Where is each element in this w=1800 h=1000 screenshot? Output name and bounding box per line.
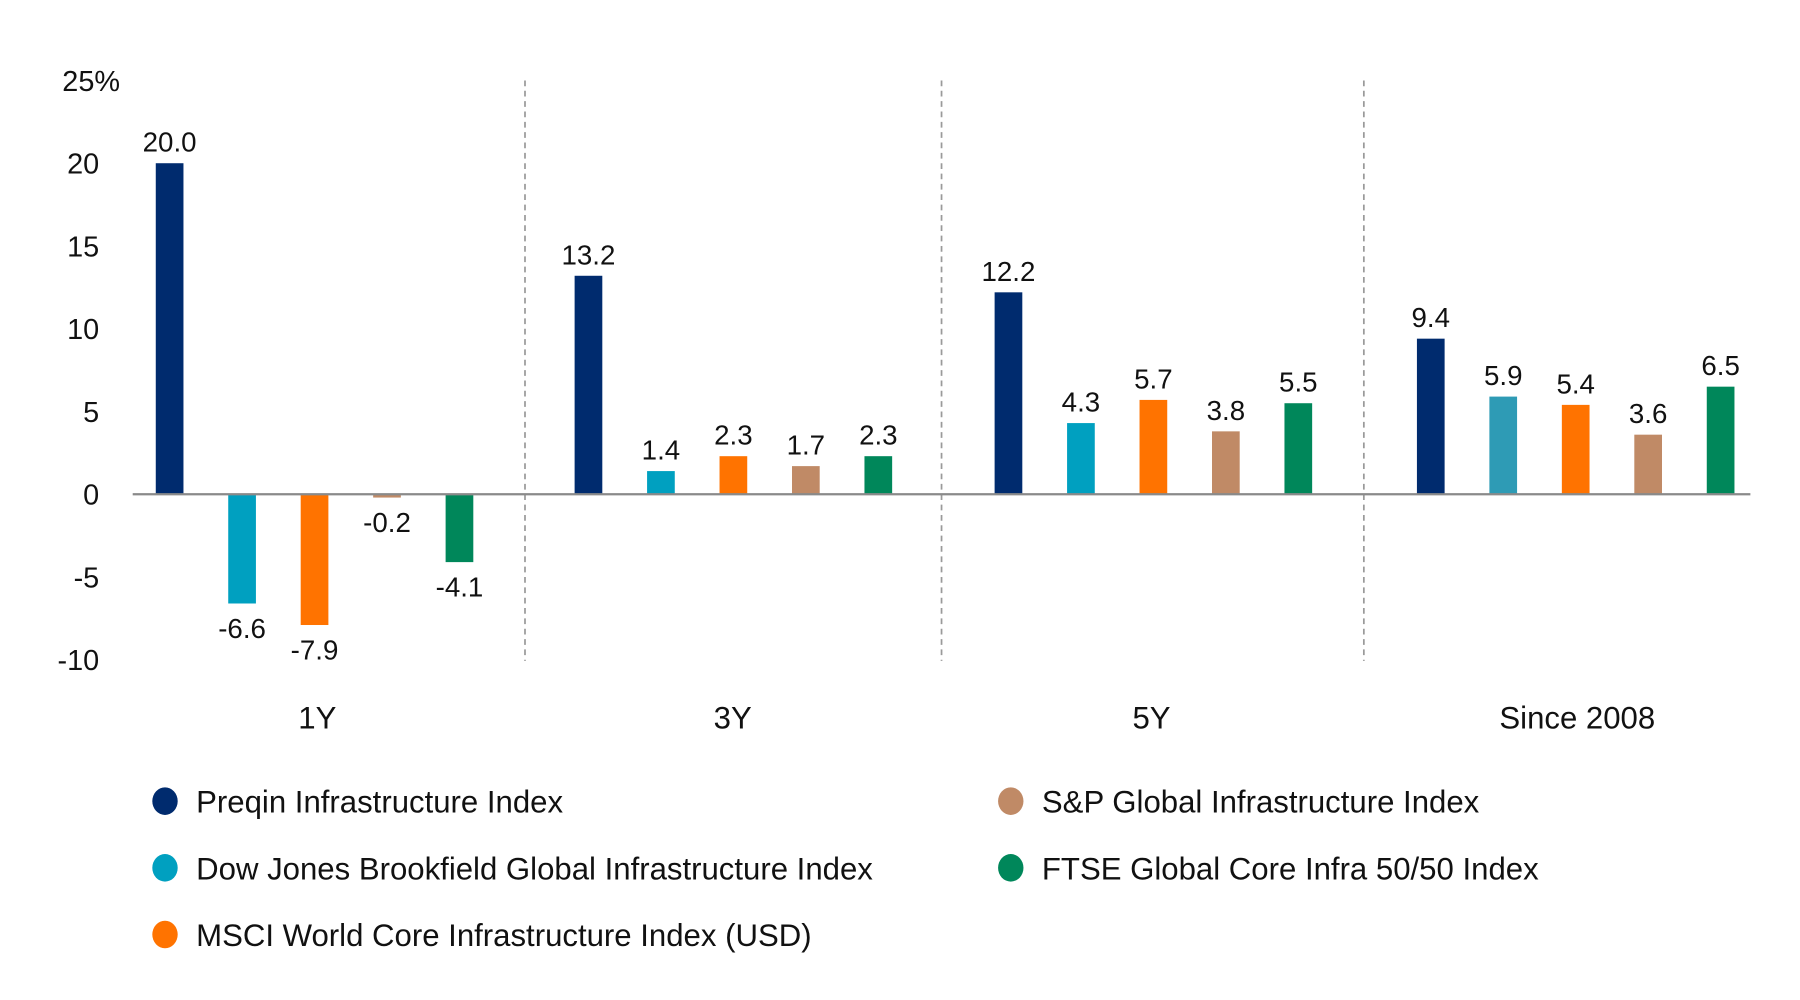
data-label: 12.2 <box>982 256 1036 287</box>
data-label: 13.2 <box>562 239 616 270</box>
data-label: 2.3 <box>859 420 897 451</box>
x-axis-categories: 1Y 3Y 5Y Since 2008 <box>298 701 1655 736</box>
bar-s-p-global-infrastructure-index-3y <box>792 466 820 495</box>
legend-label: Dow Jones Brookfield Global Infrastructu… <box>196 851 873 886</box>
bar-dow-jones-brookfield-global-infrastructure-index-1y <box>228 494 256 604</box>
bar-ftse-global-core-infra-50-50-index-5y <box>1284 403 1313 495</box>
bar-preqin-infrastructure-index-3y <box>574 275 603 495</box>
legend-swatch-icon <box>152 854 178 882</box>
bar-s-p-global-infrastructure-index-1y <box>373 494 401 498</box>
bars: 20.0 13.2 12.2 9.4 -6.6 1.4 4.3 5.9 -7.9 2.3 5.7 5.… <box>143 127 1740 666</box>
y-tick-label: 25% <box>62 66 120 98</box>
data-label: 5.4 <box>1556 368 1594 399</box>
bar-ftse-global-core-infra-50-50-index-since-2008 <box>1706 386 1735 495</box>
y-tick-label: 5 <box>83 397 99 429</box>
bar-preqin-infrastructure-index-since-2008 <box>1416 338 1445 495</box>
y-axis-ticks: 25% 20 15 10 5 0 -5 -10 <box>58 66 120 677</box>
bar-s-p-global-infrastructure-index-since-2008 <box>1634 434 1662 495</box>
data-label: 20.0 <box>143 127 197 158</box>
data-label: 6.5 <box>1701 350 1739 381</box>
legend-swatch-icon <box>998 787 1024 815</box>
x-category-label: 3Y <box>714 701 752 736</box>
bar-dow-jones-brookfield-global-infrastructure-index-5y <box>1067 423 1095 495</box>
data-label: 5.7 <box>1134 363 1172 394</box>
bar-dow-jones-brookfield-global-infrastructure-index-3y <box>647 471 675 495</box>
legend-item: S&P Global Infrastructure Index <box>998 785 1480 820</box>
bar-preqin-infrastructure-index-1y <box>155 163 184 495</box>
legend-item: MSCI World Core Infrastructure Index (US… <box>152 918 812 953</box>
x-category-label: 1Y <box>298 701 336 736</box>
legend: Preqin Infrastructure Index Dow Jones Bro… <box>152 785 1539 953</box>
data-label: 2.3 <box>714 420 752 451</box>
data-label: 3.8 <box>1207 395 1245 426</box>
bar-msci-world-core-infrastructure-index-usd--3y <box>719 456 748 495</box>
y-tick-label: 10 <box>67 314 99 346</box>
legend-swatch-icon <box>152 787 178 815</box>
bar-dow-jones-brookfield-global-infrastructure-index-since-2008 <box>1489 396 1518 495</box>
legend-label: MSCI World Core Infrastructure Index (US… <box>196 918 811 953</box>
data-label: 4.3 <box>1062 387 1100 418</box>
legend-item: Dow Jones Brookfield Global Infrastructu… <box>152 851 873 886</box>
data-label: -0.2 <box>363 507 411 538</box>
y-tick-label: 0 <box>83 480 99 512</box>
legend-swatch-icon <box>998 854 1024 882</box>
data-label: 5.5 <box>1279 367 1317 398</box>
data-label: 1.7 <box>787 430 825 461</box>
y-tick-label: -10 <box>58 645 100 677</box>
y-tick-label: 15 <box>67 231 99 263</box>
legend-item: Preqin Infrastructure Index <box>152 785 564 820</box>
legend-label: S&P Global Infrastructure Index <box>1042 785 1480 820</box>
legend-swatch-icon <box>152 920 178 949</box>
data-label: -4.1 <box>436 572 484 603</box>
y-tick-label: 20 <box>67 149 99 181</box>
bar-msci-world-core-infrastructure-index-usd--1y <box>300 494 329 626</box>
x-category-label: 5Y <box>1132 701 1170 736</box>
data-label: -6.6 <box>218 613 266 644</box>
bar-ftse-global-core-infra-50-50-index-1y <box>445 494 474 563</box>
bar-ftse-global-core-infra-50-50-index-3y <box>864 456 893 495</box>
legend-label: Preqin Infrastructure Index <box>196 785 563 820</box>
legend-label: FTSE Global Core Infra 50/50 Index <box>1042 851 1539 886</box>
data-label: -7.9 <box>291 635 339 666</box>
bar-msci-world-core-infrastructure-index-usd--since-2008 <box>1561 404 1590 495</box>
bar-preqin-infrastructure-index-5y <box>994 292 1023 495</box>
data-label: 9.4 <box>1412 302 1450 333</box>
data-label: 5.9 <box>1484 360 1522 391</box>
category-dividers <box>524 80 1365 661</box>
y-tick-label: -5 <box>74 562 100 594</box>
data-label: 1.4 <box>642 435 680 466</box>
bar-s-p-global-infrastructure-index-5y <box>1212 431 1240 495</box>
x-category-label: Since 2008 <box>1499 701 1655 736</box>
data-label: 3.6 <box>1629 398 1667 429</box>
legend-item: FTSE Global Core Infra 50/50 Index <box>998 851 1539 886</box>
bar-msci-world-core-infrastructure-index-usd--5y <box>1139 399 1168 495</box>
